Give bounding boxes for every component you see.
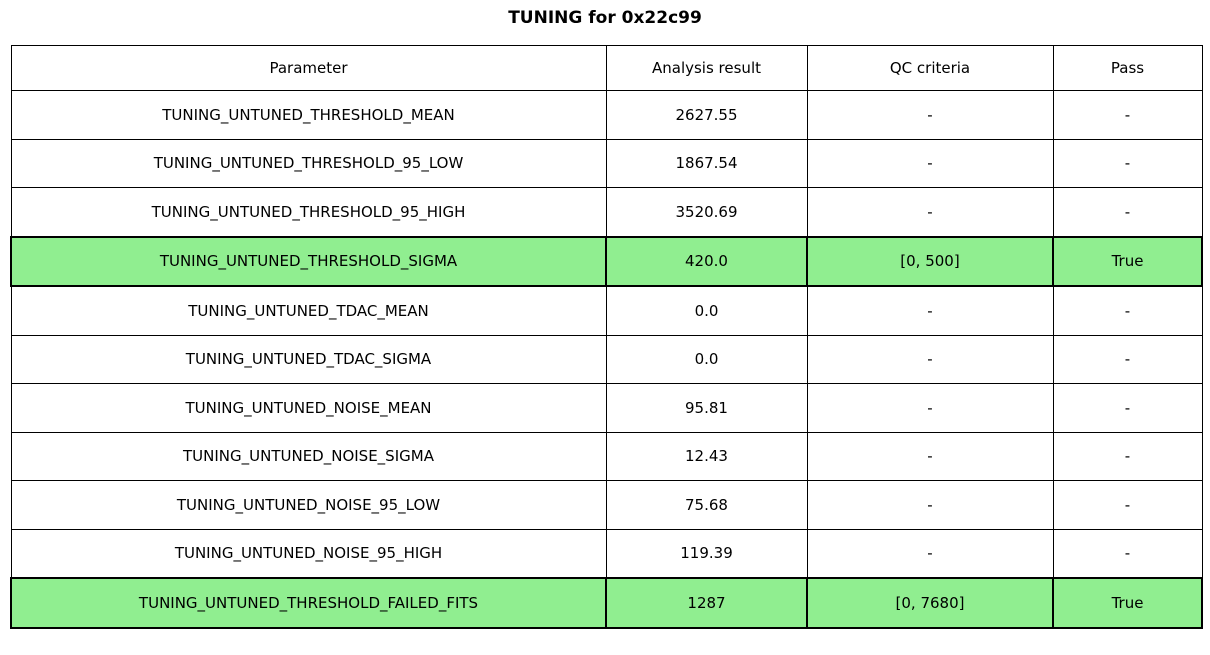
cell-parameter: TUNING_UNTUNED_THRESHOLD_FAILED_FITS <box>10 577 607 629</box>
table-row: TUNING_UNTUNED_THRESHOLD_95_LOW 1867.54- - <box>10 138 1203 188</box>
cell-qc-criteria: - <box>806 138 1054 188</box>
cell-pass: - <box>1052 480 1203 530</box>
cell-qc-criteria: [0, 7680] <box>806 577 1054 629</box>
cell-pass: - <box>1052 383 1203 433</box>
cell-qc-criteria: - <box>806 528 1054 579</box>
column-header: Pass <box>1052 45 1203 91</box>
table-row: TUNING_UNTUNED_NOISE_SIGMA 12.43- - <box>10 431 1203 481</box>
cell-pass: - <box>1052 431 1203 481</box>
cell-parameter: TUNING_UNTUNED_NOISE_SIGMA <box>10 431 607 481</box>
cell-parameter: TUNING_UNTUNED_THRESHOLD_95_HIGH <box>10 187 607 237</box>
column-header: QC criteria <box>806 45 1054 91</box>
cell-qc-criteria: - <box>806 480 1054 530</box>
cell-analysis-result: 0.0 <box>605 285 808 336</box>
table-row: TUNING_UNTUNED_TDAC_MEAN 0.0- - <box>10 285 1203 336</box>
cell-qc-criteria: - <box>806 431 1054 481</box>
cell-analysis-result: 2627.55 <box>605 90 808 140</box>
cell-parameter: TUNING_UNTUNED_NOISE_95_HIGH <box>10 528 607 579</box>
cell-pass: True <box>1052 235 1203 287</box>
table-row: TUNING_UNTUNED_NOISE_95_HIGH 119.39- - <box>10 528 1203 579</box>
cell-pass: - <box>1052 334 1203 384</box>
cell-qc-criteria: - <box>806 187 1054 237</box>
cell-analysis-result: 1867.54 <box>605 138 808 188</box>
cell-analysis-result: 75.68 <box>605 480 808 530</box>
qc-table: Parameter Analysis result QC criteria Pass … <box>10 45 1203 629</box>
cell-qc-criteria: - <box>806 285 1054 336</box>
table-row: TUNING_UNTUNED_NOISE_MEAN 95.81- - <box>10 383 1203 433</box>
column-header: Parameter <box>10 45 607 91</box>
cell-parameter: TUNING_UNTUNED_THRESHOLD_95_LOW <box>10 138 607 188</box>
cell-analysis-result: 3520.69 <box>605 187 808 237</box>
cell-pass: - <box>1052 187 1203 237</box>
column-header: Analysis result <box>605 45 808 91</box>
cell-parameter: TUNING_UNTUNED_THRESHOLD_MEAN <box>10 90 607 140</box>
cell-qc-criteria: - <box>806 383 1054 433</box>
cell-pass: True <box>1052 577 1203 629</box>
cell-analysis-result: 0.0 <box>605 334 808 384</box>
table-row: TUNING_UNTUNED_THRESHOLD_MEAN 2627.55- - <box>10 90 1203 140</box>
cell-qc-criteria: - <box>806 90 1054 140</box>
cell-pass: - <box>1052 138 1203 188</box>
table-row: TUNING_UNTUNED_THRESHOLD_SIGMA 420.0 [0, 5… <box>10 235 1203 287</box>
cell-pass: - <box>1052 528 1203 579</box>
table-body: TUNING_UNTUNED_THRESHOLD_MEAN 2627.55- - TU… <box>10 90 1203 629</box>
cell-qc-criteria: [0, 500] <box>806 235 1054 287</box>
figure-title: TUNING for 0x22c99 <box>508 8 702 28</box>
cell-analysis-result: 12.43 <box>605 431 808 481</box>
header-row: Parameter Analysis result QC criteria Pass <box>10 45 1203 91</box>
cell-analysis-result: 1287 <box>605 577 808 629</box>
cell-analysis-result: 420.0 <box>605 235 808 287</box>
cell-parameter: TUNING_UNTUNED_NOISE_95_LOW <box>10 480 607 530</box>
cell-analysis-result: 95.81 <box>605 383 808 433</box>
table-row: TUNING_UNTUNED_TDAC_SIGMA 0.0- - <box>10 334 1203 384</box>
table-row: TUNING_UNTUNED_THRESHOLD_95_HIGH 3520.69-… <box>10 187 1203 237</box>
cell-parameter: TUNING_UNTUNED_NOISE_MEAN <box>10 383 607 433</box>
cell-parameter: TUNING_UNTUNED_TDAC_MEAN <box>10 285 607 336</box>
cell-pass: - <box>1052 285 1203 336</box>
table-row: TUNING_UNTUNED_NOISE_95_LOW 75.68- - <box>10 480 1203 530</box>
cell-pass: - <box>1052 90 1203 140</box>
cell-parameter: TUNING_UNTUNED_THRESHOLD_SIGMA <box>10 235 607 287</box>
table-row: TUNING_UNTUNED_THRESHOLD_FAILED_FITS 1287… <box>10 577 1203 629</box>
cell-qc-criteria: - <box>806 334 1054 384</box>
cell-parameter: TUNING_UNTUNED_TDAC_SIGMA <box>10 334 607 384</box>
cell-analysis-result: 119.39 <box>605 528 808 579</box>
